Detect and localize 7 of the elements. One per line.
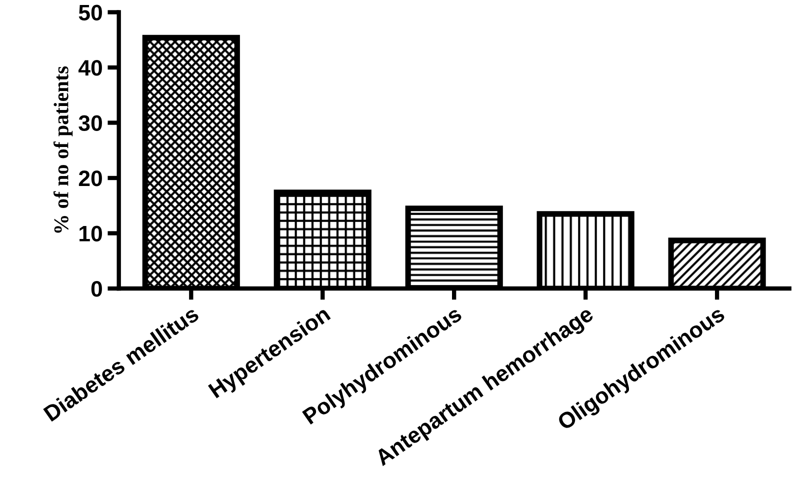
y-tick-label: 20 (78, 170, 102, 186)
y-tick-label: 10 (80, 226, 102, 242)
y-tick-label: 50 (78, 4, 102, 20)
y-tick-label: 30 (78, 115, 102, 132)
y-tick-label: 0 (91, 281, 102, 297)
y-axis-title: % of no of patients (53, 66, 73, 233)
y-tick-label: 40 (78, 60, 102, 76)
